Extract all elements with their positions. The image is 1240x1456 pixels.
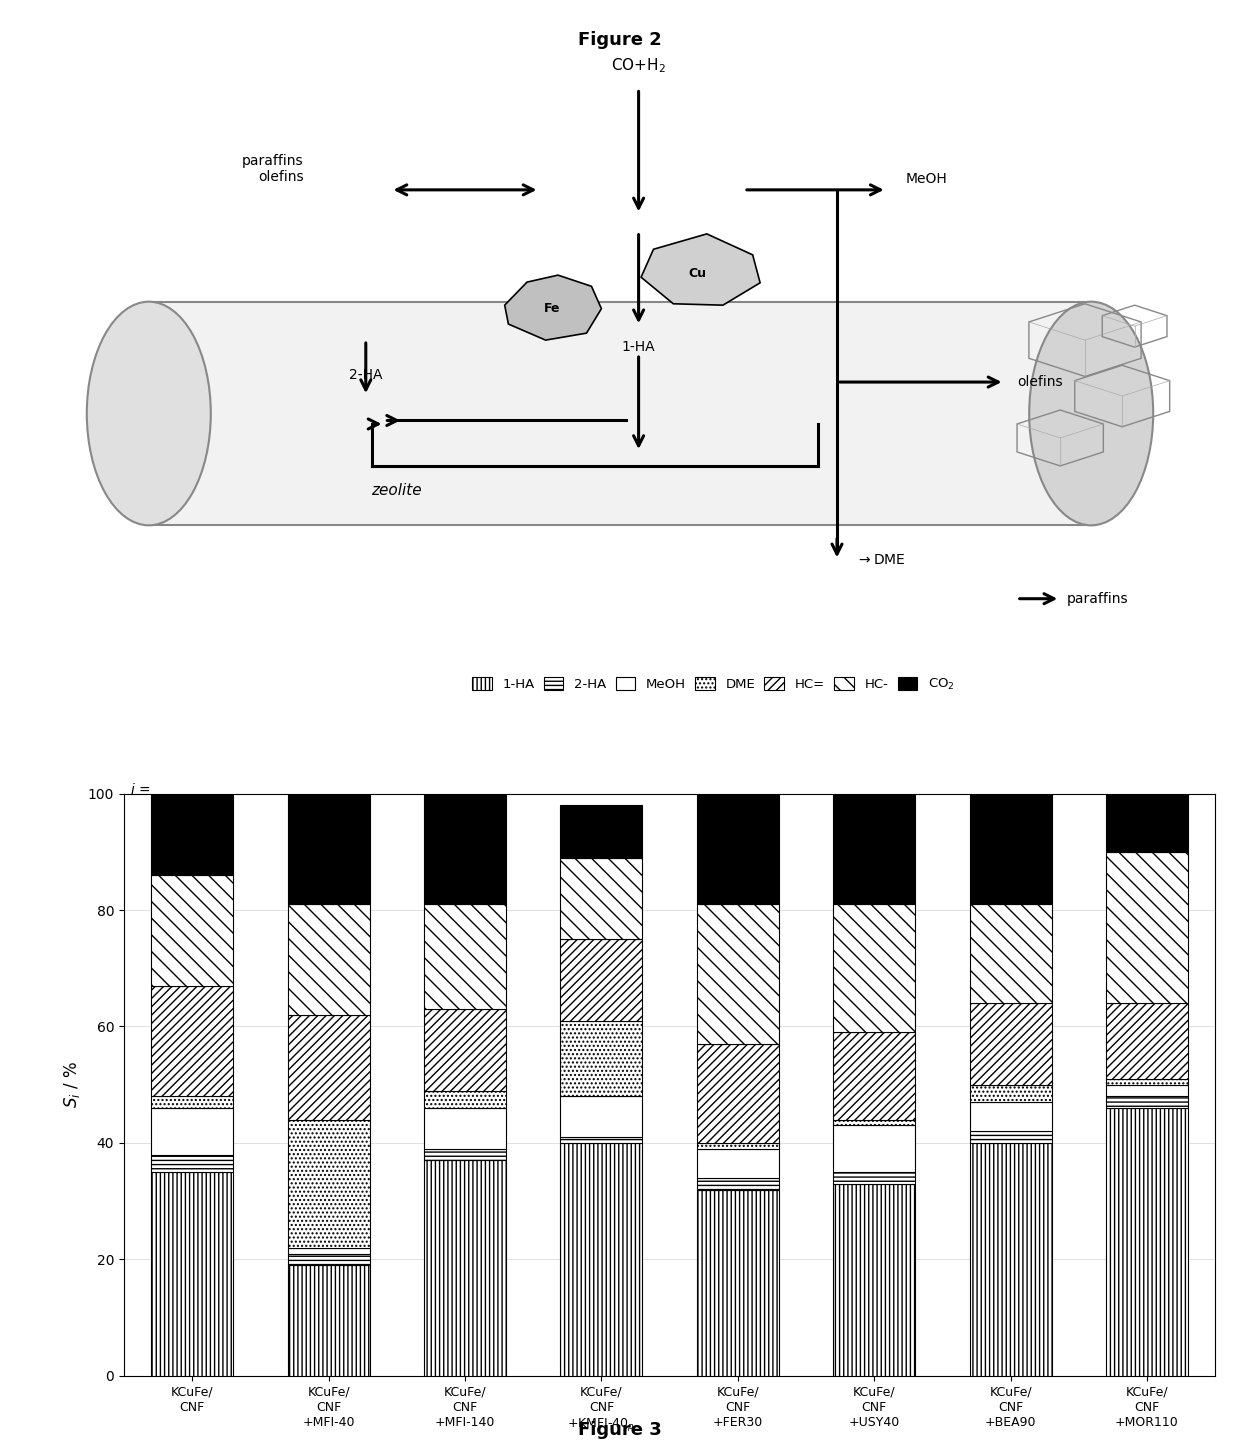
Bar (288, 904, 370, 1015)
Bar (697, 1190, 779, 1376)
Bar (288, 1120, 370, 1248)
Bar (970, 1003, 1052, 1085)
Polygon shape (641, 234, 760, 306)
Bar (833, 1184, 915, 1376)
Bar (151, 1155, 233, 1172)
Bar (560, 1137, 642, 1143)
Bar (1106, 852, 1188, 1003)
Text: paraffins
olefins: paraffins olefins (242, 154, 304, 183)
Bar (1106, 1085, 1188, 1096)
Bar (424, 1009, 506, 1091)
Bar (424, 794, 506, 904)
Text: Figure 3: Figure 3 (578, 1421, 662, 1439)
Bar (833, 794, 915, 904)
Bar (697, 1149, 779, 1178)
Bar (970, 794, 1052, 904)
Bar (424, 1108, 506, 1149)
Polygon shape (149, 301, 1091, 526)
Bar (151, 1108, 233, 1155)
Bar (560, 805, 642, 858)
Legend: 1-HA, 2-HA, MeOH, DME, HC=, HC-, CO$_2$: 1-HA, 2-HA, MeOH, DME, HC=, HC-, CO$_2$ (466, 673, 960, 697)
Bar (833, 904, 915, 1032)
Bar (1106, 794, 1188, 852)
Bar (697, 794, 779, 904)
Text: 2-HA: 2-HA (348, 368, 383, 381)
Text: 1-HA: 1-HA (621, 341, 656, 354)
Bar (151, 875, 233, 986)
Bar (288, 1265, 370, 1376)
Bar (560, 939, 642, 1021)
Bar (151, 1096, 233, 1108)
Bar (697, 1178, 779, 1190)
Text: zeolite: zeolite (372, 483, 422, 498)
Bar (970, 1143, 1052, 1376)
Text: Fe: Fe (543, 303, 560, 314)
Bar (560, 858, 642, 939)
Bar (288, 1015, 370, 1120)
Text: paraffins: paraffins (1066, 591, 1128, 606)
Bar (1106, 1079, 1188, 1085)
Bar (833, 1172, 915, 1184)
Bar (833, 1125, 915, 1172)
Bar (970, 1131, 1052, 1143)
Bar (560, 1096, 642, 1137)
Polygon shape (505, 275, 601, 341)
Text: olefins: olefins (1017, 376, 1063, 389)
Bar (424, 1091, 506, 1108)
Ellipse shape (1029, 301, 1153, 526)
Text: Figure 2: Figure 2 (578, 31, 662, 48)
Bar (288, 1254, 370, 1265)
Bar (151, 794, 233, 875)
Bar (1106, 1096, 1188, 1108)
Text: MeOH: MeOH (905, 172, 947, 186)
Ellipse shape (87, 301, 211, 526)
Bar (151, 986, 233, 1096)
Text: CO+H$_2$: CO+H$_2$ (611, 55, 666, 74)
Text: $\rightarrow$DME: $\rightarrow$DME (856, 553, 905, 568)
Bar (424, 1160, 506, 1376)
Bar (833, 1120, 915, 1125)
Bar (697, 904, 779, 1044)
Bar (1106, 1003, 1188, 1079)
Y-axis label: $S_i$ / %: $S_i$ / % (62, 1061, 82, 1108)
Bar (288, 794, 370, 904)
Bar (151, 1172, 233, 1376)
Bar (560, 1021, 642, 1096)
Text: Cu: Cu (688, 268, 706, 280)
Bar (970, 1085, 1052, 1102)
Bar (970, 1102, 1052, 1131)
Bar (560, 1143, 642, 1376)
Bar (697, 1044, 779, 1143)
Bar (424, 1149, 506, 1160)
Bar (1106, 1108, 1188, 1376)
Bar (970, 904, 1052, 1003)
Bar (424, 904, 506, 1009)
Bar (288, 1248, 370, 1254)
Bar (697, 1143, 779, 1149)
Bar (833, 1032, 915, 1120)
Text: $i$ =: $i$ = (130, 782, 150, 796)
